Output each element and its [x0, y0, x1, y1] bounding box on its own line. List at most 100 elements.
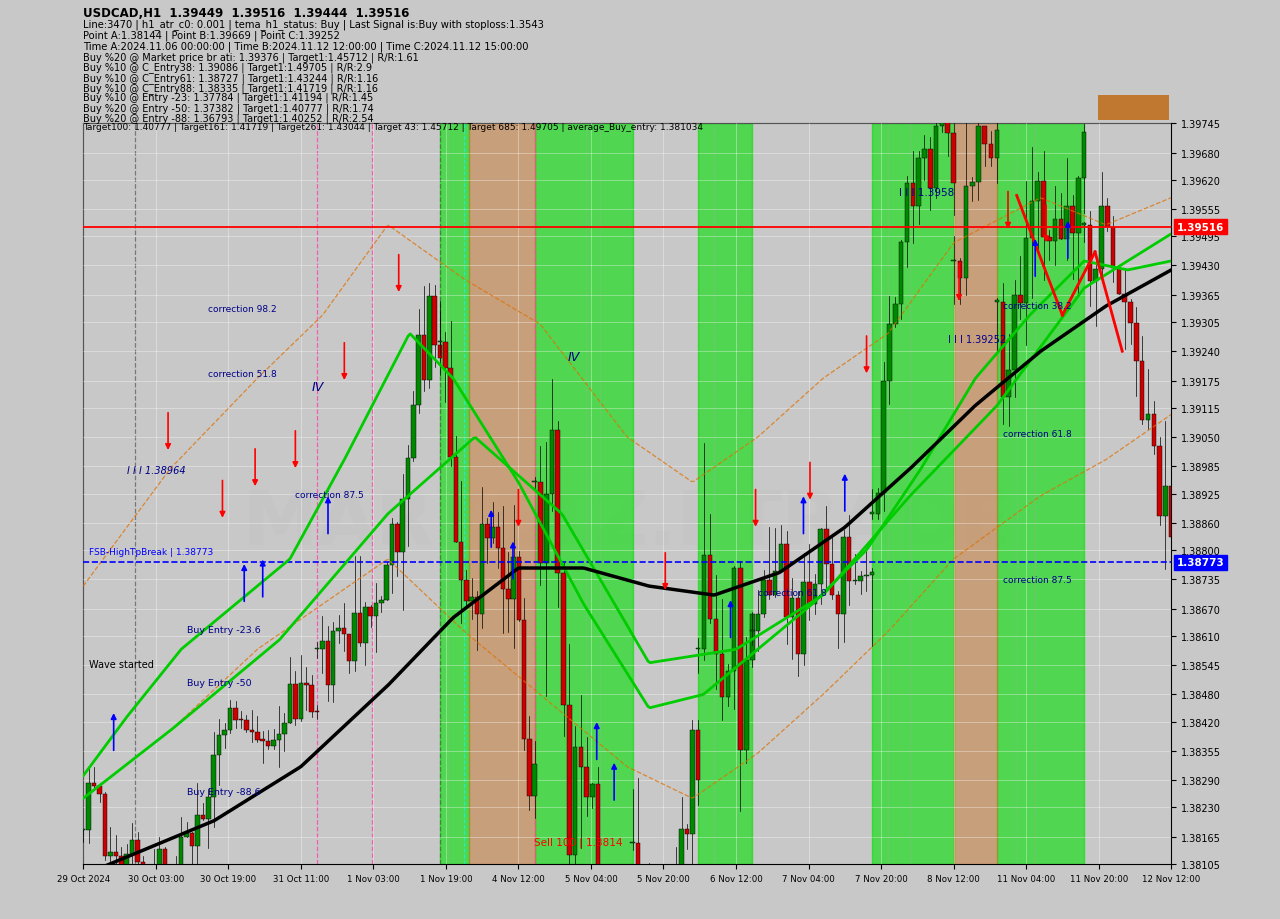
Bar — [1029, 202, 1034, 239]
Bar — [695, 730, 700, 779]
Bar — [379, 600, 384, 603]
Bar — [506, 589, 511, 599]
Bar — [957, 262, 963, 278]
Bar — [1047, 238, 1052, 242]
Bar — [1024, 239, 1028, 304]
Text: FSB-HighTpBreak | 1.38773: FSB-HighTpBreak | 1.38773 — [88, 548, 212, 557]
Bar — [416, 335, 421, 406]
Bar — [495, 528, 500, 548]
Bar — [389, 524, 394, 565]
Bar — [168, 878, 173, 902]
Bar — [940, 111, 945, 127]
Bar — [762, 580, 765, 615]
Text: Wave started: Wave started — [88, 660, 154, 670]
Bar — [561, 573, 566, 705]
Bar — [470, 124, 535, 864]
Bar — [1041, 182, 1046, 238]
Bar — [1006, 370, 1011, 398]
Bar — [433, 297, 436, 346]
Bar — [438, 346, 443, 358]
Bar — [1157, 446, 1162, 516]
Bar — [882, 382, 886, 494]
Bar — [630, 842, 635, 844]
Bar — [584, 767, 589, 798]
Bar — [841, 538, 846, 614]
Bar — [337, 628, 340, 631]
Bar — [151, 868, 156, 889]
Bar — [951, 134, 956, 184]
Bar — [590, 784, 595, 798]
Bar — [864, 575, 869, 577]
Bar — [440, 124, 470, 864]
Bar — [81, 829, 86, 830]
Bar — [732, 568, 736, 671]
Bar — [228, 708, 233, 730]
Bar — [480, 525, 484, 615]
Bar — [750, 615, 755, 660]
Text: correction 98.2: correction 98.2 — [209, 304, 276, 313]
Bar — [1012, 296, 1016, 370]
Bar — [869, 513, 874, 515]
Bar — [847, 538, 851, 582]
Bar — [1082, 132, 1087, 179]
Bar — [905, 184, 909, 243]
Text: Buy Entry -88.6: Buy Entry -88.6 — [187, 787, 260, 796]
Bar — [755, 615, 760, 631]
Bar — [532, 765, 538, 796]
Bar — [271, 740, 276, 746]
Text: Buy %10 @ Entry -23: 1.37784 | Target1:1.41194 | R/R:1.45: Buy %10 @ Entry -23: 1.37784 | Target1:1… — [83, 93, 374, 103]
Bar — [255, 732, 260, 740]
Bar — [818, 529, 823, 584]
Bar — [347, 635, 352, 661]
Bar — [1053, 220, 1057, 242]
Bar — [1082, 224, 1087, 225]
Text: 1.39516: 1.39516 — [1176, 222, 1224, 233]
Bar — [928, 150, 933, 188]
Bar — [470, 597, 474, 601]
Text: 1.38773: 1.38773 — [1176, 558, 1225, 568]
Bar — [1001, 302, 1005, 398]
Bar — [1065, 207, 1069, 240]
Bar — [859, 577, 863, 582]
Bar — [421, 335, 426, 380]
Bar — [739, 568, 742, 751]
Bar — [485, 525, 490, 539]
Bar — [1070, 207, 1075, 234]
Bar — [201, 815, 205, 819]
Bar — [406, 459, 411, 500]
Text: Buy %10 @ C_Entry61: 1.38727 | Target1:1.43244 | R/R:1.16: Buy %10 @ C_Entry61: 1.38727 | Target1:1… — [83, 73, 379, 84]
Bar — [512, 557, 516, 599]
Bar — [184, 834, 189, 836]
Bar — [216, 735, 221, 755]
Bar — [954, 124, 997, 864]
Text: I I I 1.38964: I I I 1.38964 — [127, 466, 186, 476]
Bar — [189, 834, 195, 846]
Bar — [997, 124, 1084, 864]
Text: MARKETZ.I TRADE: MARKETZ.I TRADE — [243, 487, 1011, 560]
Bar — [517, 557, 521, 620]
Bar — [1140, 362, 1144, 420]
Bar — [315, 711, 320, 712]
Bar — [401, 500, 404, 552]
Bar — [330, 631, 335, 685]
Bar — [411, 406, 416, 459]
Text: Buy %10 @ C_Entry88: 1.38335 | Target1:1.41719 | R/R:1.16: Buy %10 @ C_Entry88: 1.38335 | Target1:1… — [83, 83, 378, 94]
Bar — [869, 573, 874, 575]
Bar — [876, 494, 881, 515]
Bar — [141, 862, 146, 880]
Text: Time A:2024.11.06 00:00:00 | Time B:2024.11.12 12:00:00 | Time C:2024.11.12 15:0: Time A:2024.11.06 00:00:00 | Time B:2024… — [83, 41, 529, 51]
Bar — [988, 145, 993, 159]
Bar — [1128, 302, 1133, 323]
Bar — [293, 685, 298, 720]
Text: correction 51.8: correction 51.8 — [209, 369, 276, 379]
Text: Sell 100 | 1.3814: Sell 100 | 1.3814 — [534, 837, 622, 847]
Text: IV: IV — [312, 380, 324, 393]
Text: Line:3470 | h1_atr_c0: 0.001 | tema_h1_status: Buy | Last Signal is:Buy with sto: Line:3470 | h1_atr_c0: 0.001 | tema_h1_s… — [83, 19, 544, 30]
Bar — [282, 723, 287, 734]
Bar — [544, 494, 549, 563]
Bar — [206, 798, 211, 819]
Bar — [744, 660, 749, 751]
Bar — [211, 755, 216, 798]
Bar — [556, 431, 561, 573]
Bar — [352, 614, 357, 661]
